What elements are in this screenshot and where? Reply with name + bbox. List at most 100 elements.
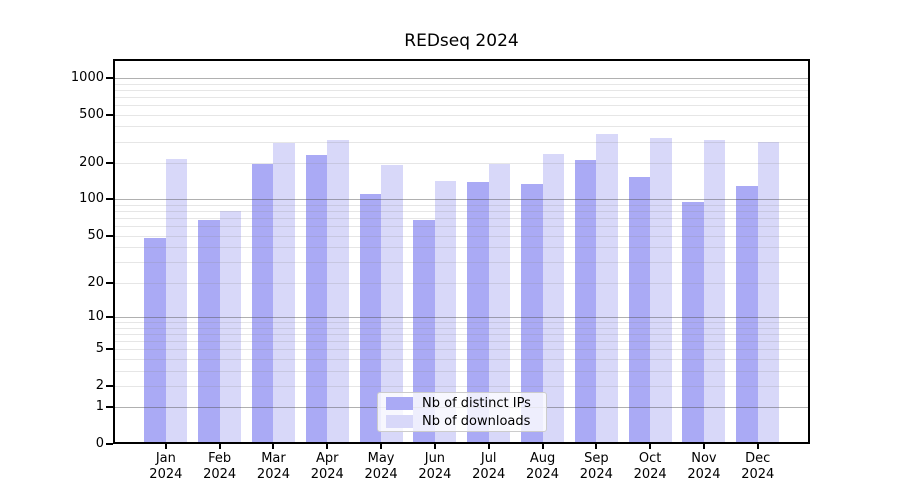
minor-gridline <box>113 370 810 372</box>
minor-gridline <box>113 235 810 237</box>
y-tick-mark <box>106 406 113 409</box>
x-tick-mark <box>702 444 705 449</box>
x-tick-label-oct: Oct 2024 <box>618 451 682 483</box>
y-tick-label: 20 <box>87 274 104 290</box>
bar-downloads-aug <box>542 154 565 444</box>
bar-ips-jul <box>467 182 489 444</box>
x-tick-mark <box>595 444 598 449</box>
y-tick-mark <box>106 384 113 387</box>
bar-ips-mar <box>251 163 274 444</box>
x-tick-mark <box>433 444 436 449</box>
y-tick-label: 2 <box>95 377 104 393</box>
y-tick-mark <box>106 162 113 164</box>
x-tick-label-jul: Jul 2024 <box>457 451 521 483</box>
x-tick-month: Aug <box>529 451 556 466</box>
x-tick-label-feb: Feb 2024 <box>188 451 252 483</box>
legend-label-downloads: Nb of downloads <box>422 413 531 429</box>
x-tick-month: May <box>367 451 395 466</box>
x-tick-year: 2024 <box>525 467 560 482</box>
minor-gridline <box>113 211 810 213</box>
bar-ips-oct <box>628 177 651 444</box>
bar-ips-may <box>359 194 382 444</box>
x-tick-label-apr: Apr 2024 <box>295 451 359 483</box>
minor-gridline <box>113 96 810 98</box>
y-tick-label: 5 <box>95 341 104 357</box>
y-tick-label: 0 <box>95 436 104 451</box>
minor-gridline <box>113 114 810 116</box>
x-tick-month: Mar <box>261 451 286 466</box>
x-tick-mark <box>326 444 329 449</box>
minor-gridline <box>113 247 810 249</box>
x-tick-year: 2024 <box>741 467 775 482</box>
minor-gridline <box>113 226 810 228</box>
legend-swatch-downloads <box>386 414 413 428</box>
bar-ips-jan <box>144 237 166 444</box>
x-tick-month: Apr <box>316 451 339 466</box>
minor-gridline <box>113 358 810 360</box>
bar-ips-sep <box>574 160 597 444</box>
bar-ips-apr <box>305 154 328 444</box>
y-tick-mark <box>106 348 113 351</box>
y-tick-mark <box>106 281 113 284</box>
legend-label-distinct-ips: Nb of distinct IPs <box>422 395 531 411</box>
x-tick-year: 2024 <box>418 467 452 482</box>
minor-gridline <box>113 385 810 387</box>
x-tick-label-jun: Jun 2024 <box>403 451 467 483</box>
x-tick-month: Sep <box>584 451 609 466</box>
y-tick-label: 50 <box>87 227 104 243</box>
x-tick-label-sep: Sep 2024 <box>564 451 628 483</box>
y-tick-label: 500 <box>79 106 104 122</box>
bar-downloads-feb <box>219 211 242 444</box>
x-tick-year: 2024 <box>364 467 398 482</box>
y-tick-mark <box>106 76 113 79</box>
major-gridline <box>113 77 810 79</box>
x-tick-year: 2024 <box>203 467 237 482</box>
x-tick-label-jan: Jan 2024 <box>134 451 198 483</box>
y-tick-mark <box>106 113 113 116</box>
x-tick-year: 2024 <box>256 467 291 482</box>
minor-gridline <box>113 340 810 342</box>
chart-title: REDseq 2024 <box>404 31 519 51</box>
x-tick-year: 2024 <box>579 467 613 482</box>
minor-gridline <box>113 262 810 264</box>
bar-downloads-nov <box>703 139 726 444</box>
minor-gridline <box>113 321 810 323</box>
x-tick-mark <box>380 444 383 449</box>
legend: Nb of distinct IPs Nb of downloads <box>377 392 547 432</box>
minor-gridline <box>113 89 810 91</box>
x-tick-month: Jul <box>480 451 497 466</box>
minor-gridline <box>113 83 810 85</box>
y-tick-label: 1 <box>95 399 104 415</box>
x-tick-mark <box>218 444 221 449</box>
plot-area <box>113 59 810 444</box>
legend-row: Nb of downloads <box>386 414 538 429</box>
x-tick-month: Feb <box>208 451 232 466</box>
bar-ips-nov <box>682 202 704 444</box>
x-tick-year: 2024 <box>472 467 506 482</box>
x-tick-year: 2024 <box>633 467 667 482</box>
x-tick-month: Nov <box>691 451 717 466</box>
x-tick-month: Jun <box>424 451 446 466</box>
bar-downloads-jun <box>434 181 457 444</box>
x-tick-month: Dec <box>745 451 771 466</box>
minor-gridline <box>113 327 810 329</box>
x-tick-year: 2024 <box>687 467 721 482</box>
major-gridline <box>113 199 810 201</box>
x-tick-month: Oct <box>638 451 662 466</box>
bar-ips-dec <box>736 186 758 444</box>
bar-ips-feb <box>198 219 220 444</box>
minor-gridline <box>113 218 810 220</box>
bar-downloads-apr <box>327 139 349 444</box>
y-tick-label: 10 <box>87 308 104 324</box>
y-tick-label: 200 <box>79 155 104 170</box>
x-tick-mark <box>487 444 490 449</box>
x-tick-mark <box>164 444 167 449</box>
x-tick-label-mar: Mar 2024 <box>241 451 305 483</box>
x-tick-month: Jan <box>155 451 176 466</box>
bar-downloads-jan <box>165 159 188 444</box>
bar-downloads-sep <box>596 133 618 444</box>
y-tick-mark <box>106 234 113 237</box>
x-tick-mark <box>272 444 275 449</box>
minor-gridline <box>113 126 810 128</box>
